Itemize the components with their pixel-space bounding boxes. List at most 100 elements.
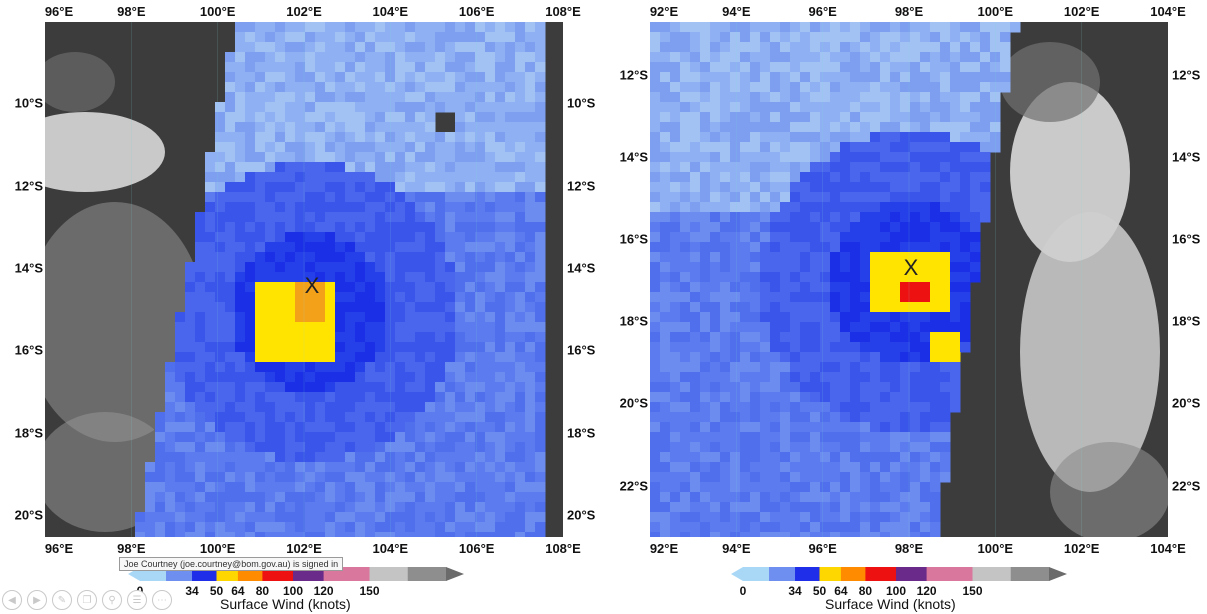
wind-cell	[890, 52, 901, 63]
wind-cell	[395, 402, 406, 413]
wind-cell	[255, 222, 266, 233]
wind-cell	[535, 482, 546, 493]
wind-cell	[850, 412, 861, 423]
wind-cell	[720, 282, 731, 293]
wind-cell	[750, 472, 761, 483]
wind-cell	[185, 362, 196, 373]
wind-cell	[195, 332, 206, 343]
wind-cell	[315, 372, 326, 383]
wind-cell	[800, 152, 811, 163]
wind-cell	[680, 532, 691, 537]
wind-cell	[910, 462, 921, 473]
signin-tooltip: Joe Courtney (joe.courtney@bom.gov.au) i…	[119, 557, 344, 571]
wind-cell	[435, 362, 446, 373]
wind-cell	[275, 352, 286, 363]
wind-cell	[245, 432, 256, 443]
wind-cell	[650, 242, 661, 253]
wind-cell	[325, 162, 336, 173]
wind-cell	[850, 42, 861, 53]
wind-cell	[305, 472, 316, 483]
menu-icon[interactable]: ☰	[127, 590, 147, 610]
wind-cell	[670, 122, 681, 133]
wind-cell	[700, 42, 711, 53]
wind-cell	[235, 322, 246, 333]
wind-cell	[455, 52, 466, 63]
wind-cell	[425, 182, 436, 193]
wind-cell	[255, 122, 266, 133]
wind-cell	[385, 172, 396, 183]
wind-cell	[305, 502, 316, 513]
wind-cell	[1010, 22, 1021, 33]
wind-cell	[710, 102, 721, 113]
wind-cell	[485, 102, 496, 113]
wind-cell	[710, 52, 721, 63]
wind-cell	[860, 272, 871, 283]
wind-cell	[960, 82, 971, 93]
wind-cell	[515, 342, 526, 353]
back-icon[interactable]: ◀	[2, 590, 22, 610]
wind-cell	[185, 312, 196, 323]
wind-cell	[415, 522, 426, 533]
wind-cell	[185, 482, 196, 493]
wind-cell	[285, 222, 296, 233]
wind-cell	[810, 482, 821, 493]
wind-cell	[750, 162, 761, 173]
wind-cell	[405, 302, 416, 313]
wind-cell	[860, 212, 871, 223]
wind-cell	[465, 102, 476, 113]
wind-cell	[810, 182, 821, 193]
wind-cell	[515, 72, 526, 83]
wind-cell	[525, 82, 536, 93]
wind-cell	[155, 482, 166, 493]
wind-cell	[780, 362, 791, 373]
copy-icon[interactable]: ❐	[77, 590, 97, 610]
colorbar-segment	[972, 567, 1012, 581]
wind-cell	[810, 472, 821, 483]
wind-cell	[860, 242, 871, 253]
wind-cell	[465, 362, 476, 373]
wind-cell	[660, 62, 671, 73]
wind-cell	[810, 52, 821, 63]
wind-cell	[515, 252, 526, 263]
wind-cell	[375, 382, 386, 393]
wind-cell	[950, 202, 961, 213]
colorbar-segment	[407, 567, 447, 581]
wind-cell	[860, 42, 871, 53]
wind-cell	[700, 302, 711, 313]
wind-cell	[535, 312, 546, 323]
wind-cell	[475, 42, 486, 53]
wind-cell	[505, 532, 516, 537]
wind-cell	[275, 32, 286, 43]
wind-cell	[870, 372, 881, 383]
wind-cell	[325, 82, 336, 93]
wind-cell	[505, 492, 516, 503]
wind-cell	[345, 532, 356, 537]
wind-cell	[285, 342, 296, 353]
wind-cell	[385, 52, 396, 63]
wind-cell	[345, 382, 356, 393]
more-icon[interactable]: ⋯	[152, 590, 172, 610]
wind-cell	[880, 112, 891, 123]
wind-cell	[405, 492, 416, 503]
wind-cell	[505, 142, 516, 153]
wind-cell	[405, 202, 416, 213]
wind-cell	[660, 72, 671, 83]
wind-cell	[165, 422, 176, 433]
wind-cell	[950, 92, 961, 103]
pen-icon[interactable]: ✎	[52, 590, 72, 610]
wind-cell	[780, 462, 791, 473]
wind-cell	[720, 242, 731, 253]
wind-cell	[650, 342, 661, 353]
wind-cell	[375, 302, 386, 313]
wind-cell	[225, 152, 236, 163]
wind-cell	[215, 362, 226, 373]
wind-cell	[720, 472, 731, 483]
wind-cell	[335, 382, 346, 393]
forward-icon[interactable]: ▶	[27, 590, 47, 610]
wind-cell	[650, 292, 661, 303]
wind-cell	[475, 182, 486, 193]
wind-cell	[455, 62, 466, 73]
wind-cell	[970, 62, 981, 73]
wind-cell	[900, 352, 911, 363]
zoom-icon[interactable]: ⚲	[102, 590, 122, 610]
